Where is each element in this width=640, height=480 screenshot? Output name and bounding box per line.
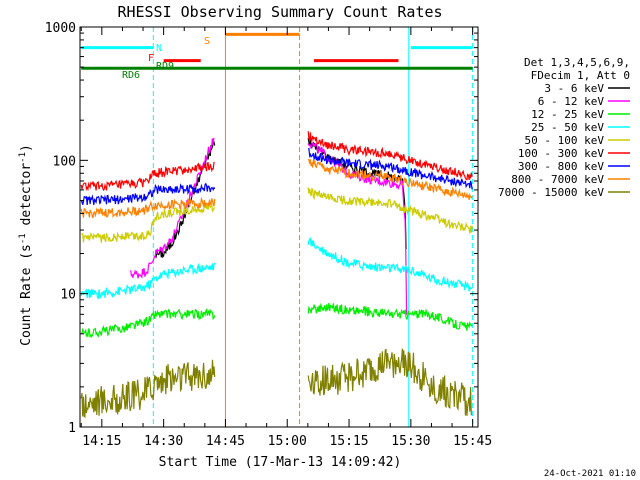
legend-label-2: 12 - 25 keV (531, 108, 604, 121)
series-line-6-1 (307, 147, 473, 190)
series-line-3-1 (307, 237, 473, 292)
x-tick-label-0: 14:15 (82, 434, 121, 449)
y-label-mid: detector (19, 163, 34, 234)
series-line-1-0 (130, 137, 215, 279)
legend-header-0: Det 1,3,4,5,6,9, (524, 56, 630, 69)
series-line-4-1 (307, 187, 473, 234)
axes: 14:15 14:30 14:45 15:00 15:15 15:30 15:45 1 10 10… (45, 21, 493, 449)
y-tick-label-3: 1000 (45, 21, 76, 36)
legend: Det 1,3,4,5,6,9,FDecim 1, Att 03 - 6 keV… (498, 56, 630, 199)
series-line-7-1 (307, 158, 473, 201)
footer-timestamp: 24-Oct-2021 01:10 (544, 469, 636, 479)
flag-label-s: S (204, 36, 210, 47)
flag-label-rd6: RD6 (122, 70, 140, 81)
chart-title: RHESSI Observing Summary Count Rates (117, 3, 442, 21)
series-line-1-1 (307, 141, 408, 315)
series-line-2-0 (80, 308, 216, 339)
x-tick-label-1: 14:30 (144, 434, 183, 449)
legend-header-1: FDecim 1, Att 0 (531, 69, 630, 82)
legend-label-8: 7000 - 15000 keV (498, 186, 604, 199)
series-line-2-1 (307, 302, 473, 331)
y-tick-label-1: 10 (60, 288, 76, 303)
flag-label-f: F (148, 53, 154, 64)
y-tick-label-0: 1 (68, 421, 76, 436)
series-line-6-0 (80, 182, 216, 205)
flag-label-n: N (156, 43, 162, 54)
legend-label-5: 100 - 300 keV (518, 147, 604, 160)
y-label-exp1: -1 (18, 233, 28, 244)
legend-label-4: 50 - 100 keV (525, 134, 605, 147)
y-label-suffix: ) (19, 144, 34, 152)
plot-frame (79, 26, 479, 428)
y-axis-label: Count Rate (s-1 detector-1) (18, 144, 34, 346)
x-tick-label-2: 14:45 (206, 434, 245, 449)
series-line-5-0 (80, 161, 215, 192)
x-tick-label-3: 15:00 (268, 434, 307, 449)
series-line-3-0 (80, 262, 216, 300)
x-tick-label-6: 15:45 (453, 434, 492, 449)
legend-label-1: 6 - 12 keV (538, 95, 605, 108)
y-tick-label-2: 100 (53, 154, 76, 169)
plot-area (80, 27, 474, 427)
x-axis-label: Start Time (17-Mar-13 14:09:42) (159, 455, 402, 470)
flag-label-rd9: RD9 (156, 61, 174, 72)
x-tick-label-5: 15:30 (391, 434, 430, 449)
series-line-8-1 (307, 348, 473, 416)
y-label-prefix: Count Rate (s (19, 244, 34, 346)
series-line-4-0 (81, 201, 216, 243)
legend-label-6: 300 - 800 keV (518, 160, 604, 173)
legend-label-0: 3 - 6 keV (544, 82, 604, 95)
x-tick-label-4: 15:15 (329, 434, 368, 449)
legend-label-7: 800 - 7000 keV (511, 173, 604, 186)
series-line-8-0 (80, 359, 216, 419)
legend-label-3: 25 - 50 keV (531, 121, 604, 134)
y-label-exp2: -1 (18, 152, 28, 163)
series-line-5-1 (307, 131, 473, 181)
series-line-7-0 (80, 196, 216, 219)
